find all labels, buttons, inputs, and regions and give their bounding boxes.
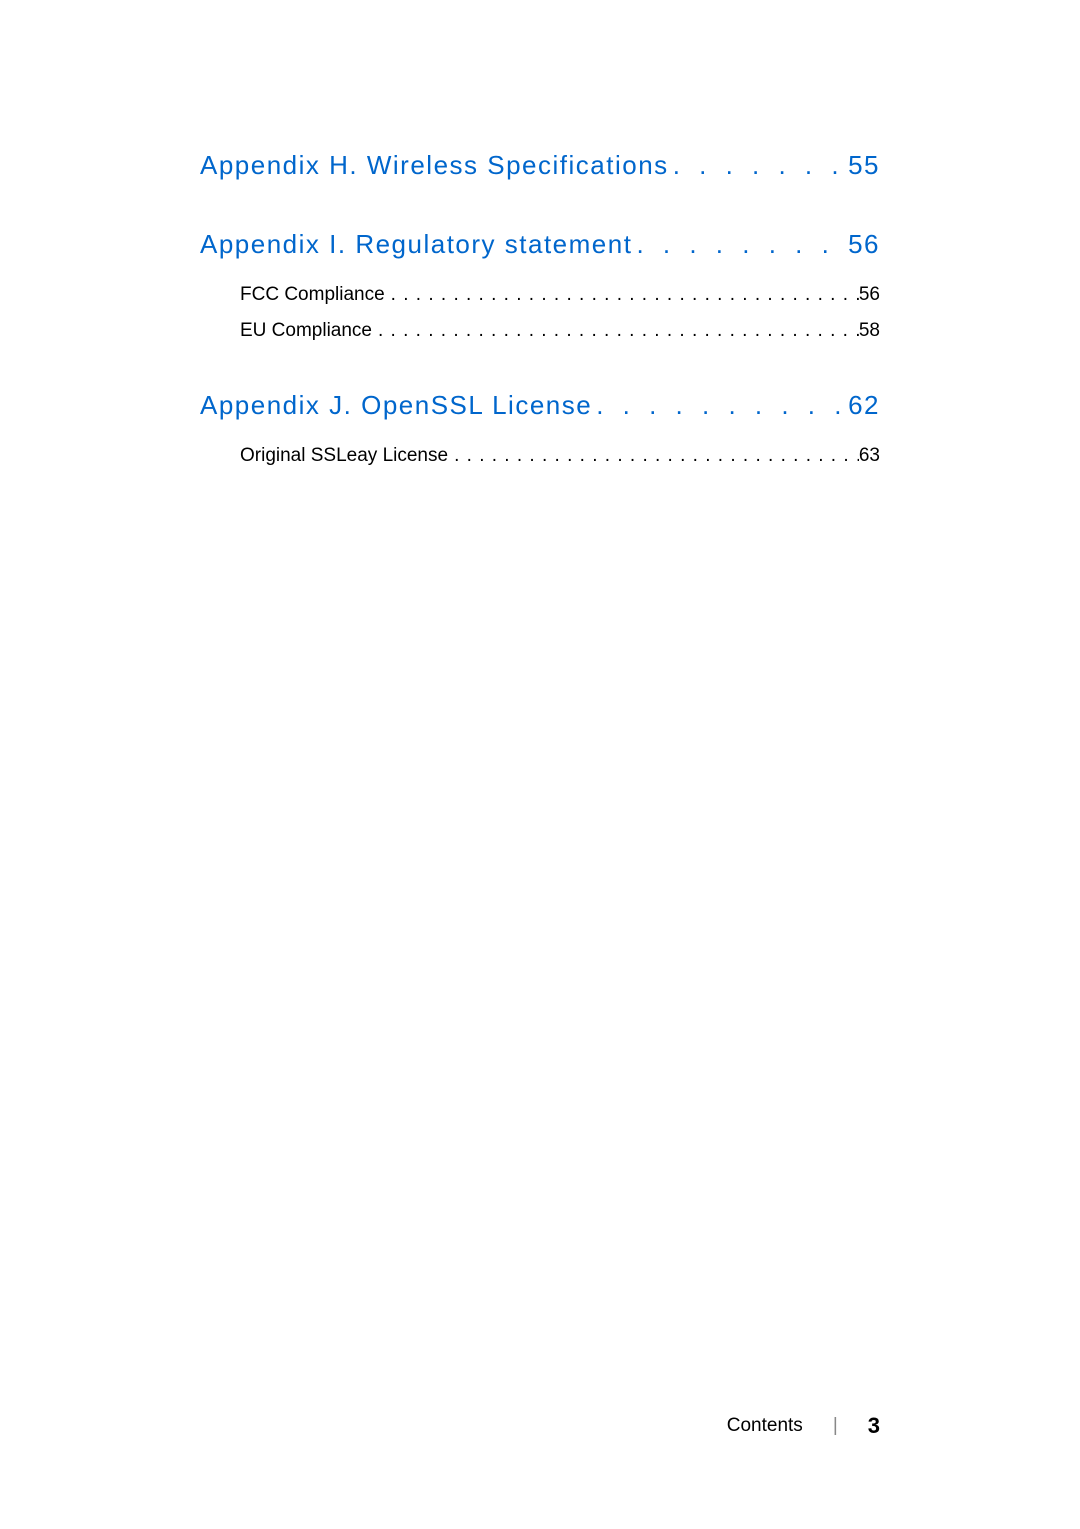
toc-dots: . . . . . . . . . . . . . . . . . . . . …	[669, 150, 848, 181]
toc-main-entry[interactable]: Appendix J. OpenSSL License . . . . . . …	[200, 390, 880, 421]
toc-dots: . . . . . . . . . . . . . . . . . . . . …	[592, 390, 848, 421]
toc-sub-page: 58	[859, 320, 880, 342]
toc-section-appendix-j: Appendix J. OpenSSL License . . . . . . …	[200, 390, 880, 467]
toc-dots: . . . . . . . . . . . . . . . . . . . . …	[372, 320, 859, 342]
footer-page-number: 3	[868, 1413, 880, 1439]
toc-dots: . . . . . . . . . . . . . . . . . . . . …	[632, 229, 848, 260]
toc-main-entry[interactable]: Appendix H. Wireless Specifications . . …	[200, 150, 880, 181]
toc-main-title: Appendix J. OpenSSL License	[200, 390, 592, 421]
toc-main-page: 55	[848, 150, 880, 181]
toc-main-title: Appendix I. Regulatory statement	[200, 229, 632, 260]
toc-sub-entry[interactable]: EU Compliance . . . . . . . . . . . . . …	[240, 320, 880, 342]
footer-divider: |	[833, 1415, 838, 1437]
page-footer: Contents | 3	[727, 1413, 880, 1439]
toc-section-appendix-h: Appendix H. Wireless Specifications . . …	[200, 150, 880, 181]
toc-dots: . . . . . . . . . . . . . . . . . . . . …	[385, 284, 859, 306]
toc-sub-title: FCC Compliance	[240, 284, 385, 306]
toc-sub-entry[interactable]: Original SSLeay License . . . . . . . . …	[240, 445, 880, 467]
toc-main-page: 62	[848, 390, 880, 421]
footer-label: Contents	[727, 1415, 803, 1437]
table-of-contents: Appendix H. Wireless Specifications . . …	[200, 150, 880, 467]
toc-main-title: Appendix H. Wireless Specifications	[200, 150, 669, 181]
toc-sub-entry[interactable]: FCC Compliance . . . . . . . . . . . . .…	[240, 284, 880, 306]
toc-dots: . . . . . . . . . . . . . . . . . . . . …	[448, 445, 859, 467]
toc-main-page: 56	[848, 229, 880, 260]
toc-section-appendix-i: Appendix I. Regulatory statement . . . .…	[200, 229, 880, 342]
toc-sub-title: EU Compliance	[240, 320, 372, 342]
toc-sub-page: 56	[859, 284, 880, 306]
toc-sub-page: 63	[859, 445, 880, 467]
toc-main-entry[interactable]: Appendix I. Regulatory statement . . . .…	[200, 229, 880, 260]
toc-sub-title: Original SSLeay License	[240, 445, 448, 467]
